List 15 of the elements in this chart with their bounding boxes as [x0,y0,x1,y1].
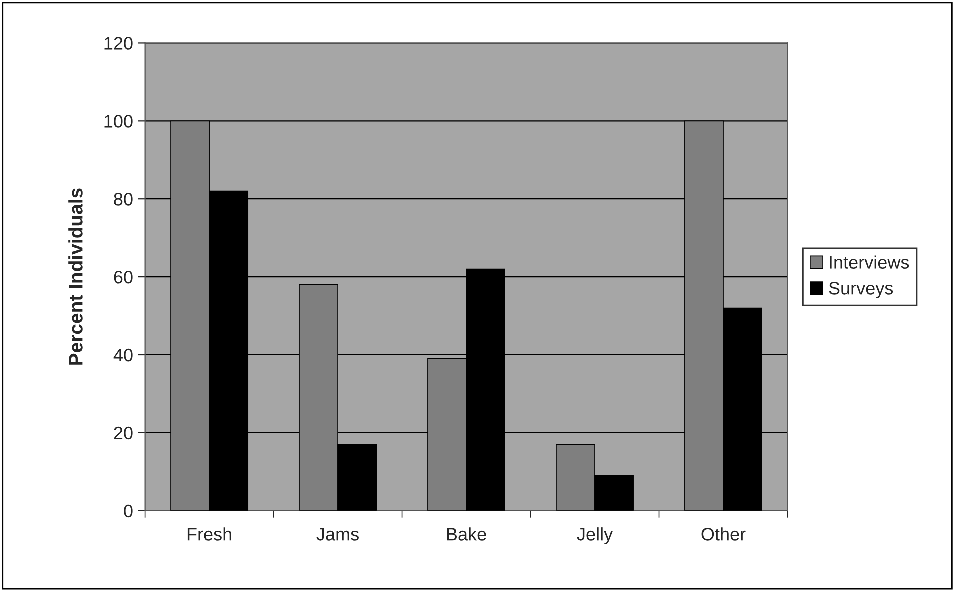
y-tick-label: 40 [114,348,133,362]
x-tick-label: Bake [447,528,486,541]
y-tick-label: 20 [114,426,133,440]
x-tick-label: Other [702,528,746,541]
y-tick-label: 120 [104,37,133,50]
x-tick-label: Fresh [188,528,232,541]
y-tick-label: 100 [104,115,133,128]
x-tick-label: Jelly [577,528,614,544]
y-axis-title: Percent Individuals [68,188,83,365]
legend-label: Surveys [829,282,894,298]
y-tick-label: 80 [114,193,133,206]
legend-label: Interviews [830,256,910,269]
x-tick-label: Jams [316,528,359,541]
y-tick-label: 60 [114,270,133,284]
y-tick-label: 0 [124,504,133,518]
